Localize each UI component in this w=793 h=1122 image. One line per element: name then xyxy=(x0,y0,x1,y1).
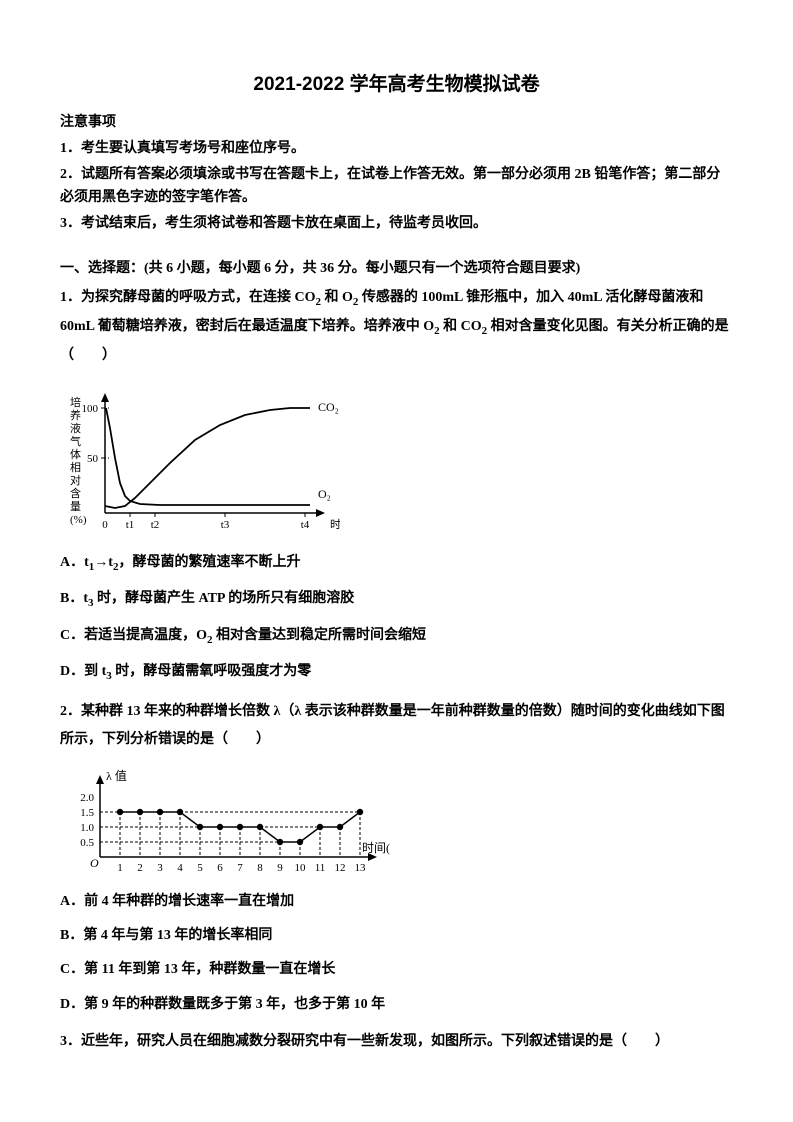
svg-text:λ 值: λ 值 xyxy=(106,768,127,783)
svg-text:量: 量 xyxy=(70,500,81,513)
opt-text: A．t xyxy=(60,555,89,570)
svg-text:t4: t4 xyxy=(301,519,310,531)
opt-text: 相对含量达到稳定所需时间会缩短 xyxy=(213,628,427,643)
svg-text:50: 50 xyxy=(87,453,99,465)
svg-text:含: 含 xyxy=(70,486,81,500)
opt-text: D．到 t xyxy=(60,664,106,679)
q2-option-d: D．第 9 年的种群数量既多于第 3 年，也多于第 10 年 xyxy=(60,994,733,1016)
svg-text:气: 气 xyxy=(70,434,81,448)
svg-text:液: 液 xyxy=(70,421,81,435)
question-2: 2．某种群 13 年来的种群增长倍数 λ（λ 表示该种群数量是一年前种群数量的倍… xyxy=(60,698,733,754)
q1-text: 1．为探究酵母菌的呼吸方式，在连接 CO xyxy=(60,290,316,305)
svg-text:相: 相 xyxy=(70,461,81,474)
opt-text: C．若适当提高温度，O xyxy=(60,628,207,643)
q2-option-b: B．第 4 年与第 13 年的增长率相同 xyxy=(60,925,733,947)
svg-text:3: 3 xyxy=(157,862,163,874)
q1-option-a: A．t1→t2，酵母菌的繁殖速率不断上升 xyxy=(60,552,733,576)
svg-text:对: 对 xyxy=(70,473,81,487)
svg-text:培: 培 xyxy=(70,395,81,409)
svg-text:8: 8 xyxy=(257,862,263,874)
chart-1-container: 50 100培养液气体相对含量(%) 0 t1 t2 t3 t4 时间 CO₂ O₂ xyxy=(60,378,733,538)
svg-text:6: 6 xyxy=(217,862,223,874)
svg-text:11: 11 xyxy=(315,862,326,874)
svg-text:12: 12 xyxy=(335,862,346,874)
q1-option-b: B．t3 时，酵母菌产生 ATP 的场所只有细胞溶胶 xyxy=(60,588,733,612)
svg-text:1.0: 1.0 xyxy=(80,822,94,834)
question-1: 1．为探究酵母菌的呼吸方式，在连接 CO2 和 O2 传感器的 100mL 锥形… xyxy=(60,284,733,370)
opt-text: 时，酵母菌产生 ATP 的场所只有细胞溶胶 xyxy=(94,591,355,606)
svg-text:1: 1 xyxy=(117,862,123,874)
page-title: 2021-2022 学年高考生物模拟试卷 xyxy=(60,70,733,100)
svg-text:9: 9 xyxy=(277,862,283,874)
chart-2: Oλ 值时间(年)0.51.01.52.012345678910111213 xyxy=(60,762,390,877)
svg-text:体: 体 xyxy=(70,447,81,461)
svg-text:养: 养 xyxy=(70,408,81,422)
svg-text:5: 5 xyxy=(197,862,203,874)
section-header: 一、选择题：(共 6 小题，每小题 6 分，共 36 分。每小题只有一个选项符合… xyxy=(60,258,733,280)
svg-text:100: 100 xyxy=(82,403,99,415)
notice-header: 注意事项 xyxy=(60,112,733,134)
svg-text:时间(年): 时间(年) xyxy=(362,841,390,855)
svg-text:t1: t1 xyxy=(126,519,135,531)
opt-text: →t xyxy=(94,555,113,570)
q1-text: 和 O xyxy=(321,290,353,305)
svg-text:t2: t2 xyxy=(151,519,160,531)
svg-text:时间: 时间 xyxy=(330,518,340,531)
svg-text:0.5: 0.5 xyxy=(80,837,94,849)
svg-text:2.0: 2.0 xyxy=(80,792,94,804)
question-3: 3．近些年，研究人员在细胞减数分裂研究中有一些新发现，如图所示。下列叙述错误的是… xyxy=(60,1028,733,1056)
chart-2-container: Oλ 值时间(年)0.51.01.52.012345678910111213 xyxy=(60,762,733,877)
svg-text:2: 2 xyxy=(137,862,143,874)
chart-1: 50 100培养液气体相对含量(%) 0 t1 t2 t3 t4 时间 CO₂ O₂ xyxy=(60,378,340,538)
svg-text:CO₂: CO₂ xyxy=(318,400,339,414)
svg-text:O₂: O₂ xyxy=(318,487,331,501)
q2-option-c: C．第 11 年到第 13 年，种群数量一直在增长 xyxy=(60,959,733,981)
opt-text: ，酵母菌的繁殖速率不断上升 xyxy=(118,555,300,570)
svg-text:t3: t3 xyxy=(221,519,230,531)
opt-text: 时，酵母菌需氧呼吸强度才为零 xyxy=(112,664,312,679)
svg-text:0: 0 xyxy=(102,519,108,531)
notice-item: 1．考生要认真填写考场号和座位序号。 xyxy=(60,137,733,161)
q2-option-a: A．前 4 年种群的增长速率一直在增加 xyxy=(60,891,733,913)
notice-item: 2．试题所有答案必须填涂或书写在答题卡上，在试卷上作答无效。第一部分必须用 2B… xyxy=(60,163,733,211)
svg-text:1.5: 1.5 xyxy=(80,807,94,819)
q1-option-c: C．若适当提高温度，O2 相对含量达到稳定所需时间会缩短 xyxy=(60,625,733,649)
q1-text: 和 CO xyxy=(440,319,482,334)
svg-text:O: O xyxy=(90,856,99,870)
opt-text: B．t xyxy=(60,591,88,606)
svg-text:4: 4 xyxy=(177,862,183,874)
svg-text:(%): (%) xyxy=(70,514,87,526)
svg-text:13: 13 xyxy=(355,862,367,874)
svg-text:10: 10 xyxy=(295,862,307,874)
svg-text:7: 7 xyxy=(237,862,243,874)
notice-item: 3．考试结束后，考生须将试卷和答题卡放在桌面上，待监考员收回。 xyxy=(60,212,733,236)
q1-option-d: D．到 t3 时，酵母菌需氧呼吸强度才为零 xyxy=(60,661,733,685)
